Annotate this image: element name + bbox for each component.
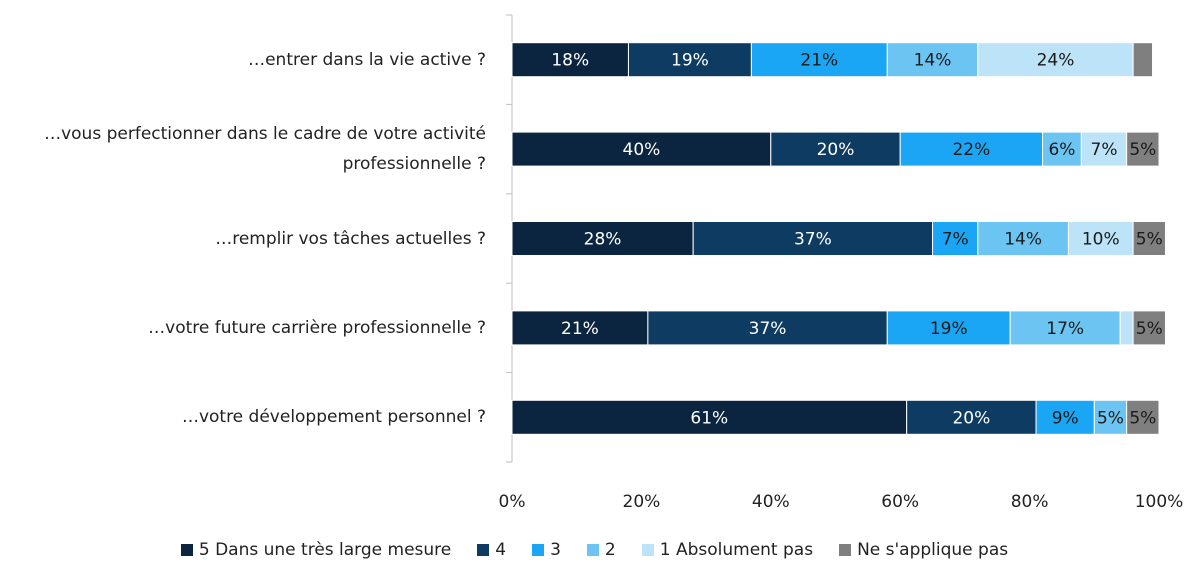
category-label: …vous perfectionner dans le cadre de vot… <box>44 124 486 175</box>
legend-item: 5 Dans une très large mesure <box>180 540 452 560</box>
data-label: 5% <box>1129 140 1156 160</box>
bar-segment <box>511 42 629 78</box>
category-label: …votre future carrière professionnelle ? <box>148 317 486 338</box>
data-label: 21% <box>561 319 599 339</box>
x-tick-label: 40% <box>752 492 790 512</box>
data-label: 19% <box>930 319 968 339</box>
legend-swatch <box>641 544 654 556</box>
legend-swatch <box>839 544 852 556</box>
data-label: 22% <box>952 140 990 160</box>
legend-label: Ne s'applique pas <box>857 540 1009 560</box>
bar-segment <box>977 221 1069 256</box>
data-label: 19% <box>671 51 709 71</box>
data-label: 5% <box>1129 408 1156 428</box>
data-label: 17% <box>1046 319 1084 339</box>
bar-segment <box>1093 399 1128 435</box>
bar-segment <box>750 42 888 78</box>
bar-segment <box>1132 221 1166 256</box>
legend-label: 2 <box>604 540 616 560</box>
data-label: 40% <box>623 140 661 160</box>
bar-segment <box>1126 399 1160 435</box>
data-label: 14% <box>914 51 952 71</box>
legend-item: 4 <box>477 540 506 560</box>
legend-label: 5 Dans une très large mesure <box>198 540 452 560</box>
data-label: 37% <box>794 230 832 250</box>
data-label: 28% <box>584 230 622 250</box>
bar-segment <box>627 42 752 78</box>
x-tick-label: 80% <box>1011 492 1049 512</box>
data-label: 61% <box>690 408 728 428</box>
bar-segment <box>1042 131 1082 167</box>
legend-item: 3 <box>532 540 561 560</box>
data-label: 6% <box>1048 140 1075 160</box>
bar-segment <box>1009 310 1121 346</box>
bar-segment <box>932 221 979 256</box>
category-label: …remplir vos tâches actuelles ? <box>215 228 486 249</box>
category-label: …votre développement personnel ? <box>181 407 486 428</box>
bar-segment <box>1132 42 1154 78</box>
bar-segment <box>692 221 934 256</box>
bar-segment <box>1132 310 1166 346</box>
x-tick-label: 20% <box>623 492 661 512</box>
data-label: 5% <box>1136 319 1163 339</box>
data-label: 20% <box>817 140 855 160</box>
data-label: 10% <box>1082 230 1120 250</box>
bar-segment <box>977 42 1134 78</box>
bar-segment <box>511 399 908 435</box>
bar-segment <box>906 399 1037 435</box>
data-label: 37% <box>749 319 787 339</box>
legend-label: 4 <box>495 540 507 560</box>
data-label: 9% <box>1052 408 1079 428</box>
x-tick-label: 0% <box>499 492 526 512</box>
legend-item: 1 Absolument pas <box>641 540 814 560</box>
category-label: …entrer dans la vie active ? <box>248 49 486 70</box>
legend: 5 Dans une très large mesure 4 3 2 1 Absolum… <box>0 540 1189 560</box>
bar-segment <box>886 42 979 78</box>
legend-item: 2 <box>586 540 616 560</box>
data-label: 5% <box>1097 408 1124 428</box>
legend-item: Ne s'applique pas <box>839 540 1008 560</box>
data-label: 7% <box>1091 140 1118 160</box>
legend-swatch <box>477 544 490 556</box>
bar-segment <box>511 131 772 167</box>
x-tick-label: 100% <box>1135 492 1184 512</box>
bar-segment <box>886 310 1011 346</box>
data-label: 20% <box>952 408 990 428</box>
legend-swatch <box>532 544 545 556</box>
legend-label: 1 Absolument pas <box>659 540 814 560</box>
bar-segment <box>1119 310 1134 346</box>
legend-swatch <box>586 544 599 556</box>
bar-segment <box>1126 131 1160 167</box>
bar-segment <box>511 221 694 256</box>
bar-segment <box>647 310 888 346</box>
data-label: 7% <box>942 230 969 250</box>
x-tick-label: 60% <box>881 492 919 512</box>
data-label: 21% <box>800 51 838 71</box>
bar-segment <box>1067 221 1134 256</box>
data-label: 18% <box>551 51 589 71</box>
legend-swatch <box>180 544 193 556</box>
data-label: 24% <box>1037 51 1075 71</box>
bar-segment <box>1035 399 1095 435</box>
data-label: 14% <box>1004 230 1042 250</box>
legend-label: 3 <box>550 540 561 560</box>
data-label: 5% <box>1136 230 1163 250</box>
